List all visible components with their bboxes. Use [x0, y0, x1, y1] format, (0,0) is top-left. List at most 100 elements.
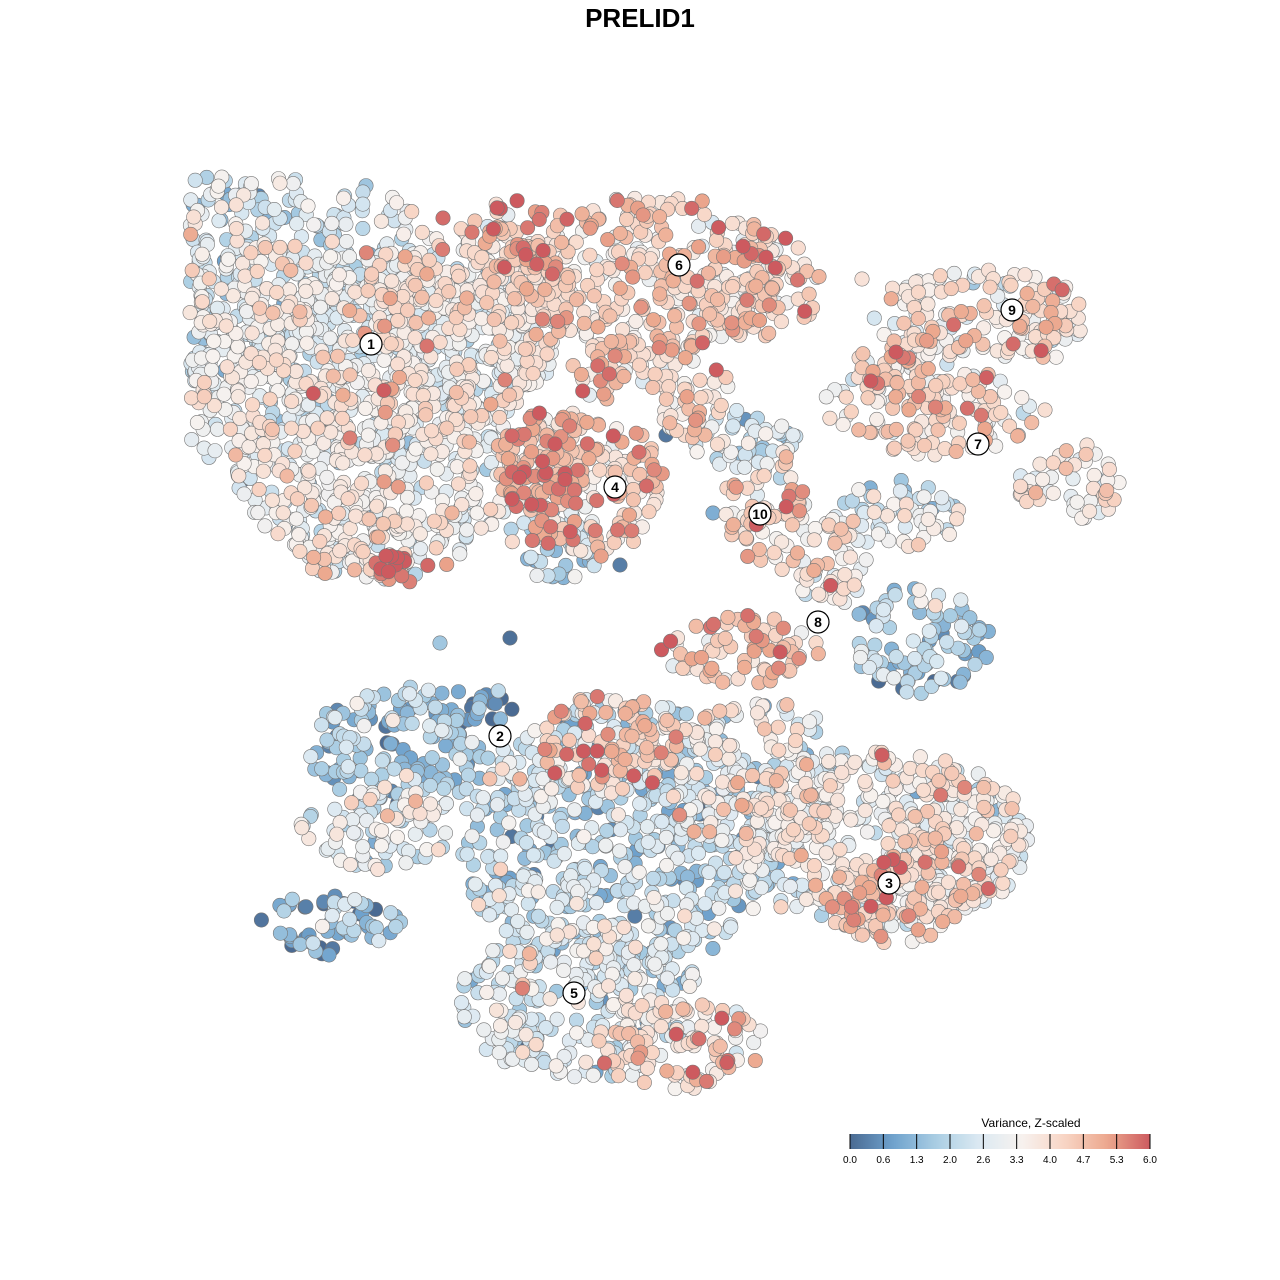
scatter-point: [1082, 503, 1098, 519]
scatter-point: [801, 714, 817, 730]
scatter-point: [325, 368, 341, 384]
scatter-point: [262, 391, 278, 407]
scatter-point: [275, 505, 291, 521]
scatter-point: [330, 348, 346, 364]
scatter-point: [598, 837, 614, 853]
scatter-point: [342, 857, 358, 873]
scatter-point: [941, 526, 957, 542]
scatter-point: [501, 387, 517, 403]
scatter-point: [434, 757, 450, 773]
scatter-point: [688, 618, 704, 634]
scatter-point: [457, 971, 473, 987]
scatter-point: [300, 198, 316, 214]
scatter-point: [888, 649, 904, 665]
scatter-point: [250, 504, 266, 520]
scatter-point: [389, 195, 405, 211]
scatter-point: [489, 797, 505, 813]
scatter-point: [716, 801, 732, 817]
scatter-point: [930, 422, 946, 438]
scatter-point: [214, 199, 230, 215]
scatter-point: [888, 421, 904, 437]
scatter-point: [459, 522, 475, 538]
scatter-point: [230, 389, 246, 405]
scatter-point: [414, 224, 430, 240]
scatter-point: [902, 760, 918, 776]
scatter-point: [971, 622, 987, 638]
scatter-point: [475, 790, 491, 806]
scatter-point: [423, 446, 439, 462]
scatter-point: [303, 497, 319, 513]
scatter-point: [338, 216, 354, 232]
scatter-point: [529, 567, 545, 583]
scatter-point: [707, 734, 723, 750]
scatter-point: [866, 310, 882, 326]
scatter-point: [383, 905, 399, 921]
scatter-point: [543, 954, 559, 970]
scatter-point: [494, 970, 510, 986]
scatter-point: [390, 356, 406, 372]
scatter-point: [520, 896, 536, 912]
scatter-point: [370, 861, 386, 877]
scatter-point: [360, 427, 376, 443]
scatter-point: [492, 1018, 508, 1034]
scatter-point: [705, 940, 721, 956]
scatter-point: [342, 367, 358, 383]
scatter-point: [327, 801, 343, 817]
scatter-point: [1014, 390, 1030, 406]
scatter-point: [499, 358, 515, 374]
scatter-point: [993, 862, 1009, 878]
scatter-point: [363, 771, 379, 787]
scatter-point: [196, 374, 212, 390]
scatter-point: [556, 846, 572, 862]
scatter-point: [463, 409, 479, 425]
scatter-point: [620, 882, 636, 898]
scatter-point: [441, 284, 457, 300]
scatter-point: [186, 209, 202, 225]
scatter-point: [667, 1081, 683, 1097]
scatter-point: [569, 1025, 585, 1041]
scatter-point: [729, 402, 745, 418]
scatter-point: [303, 749, 319, 765]
scatter-point: [517, 341, 533, 357]
scatter-point: [420, 682, 436, 698]
scatter-point: [430, 842, 446, 858]
scatter-point: [654, 814, 670, 830]
scatter-point: [360, 362, 376, 378]
scatter-point: [283, 420, 299, 436]
scatter-point: [426, 513, 442, 529]
scatter-point: [645, 870, 661, 886]
scatter-point: [770, 719, 786, 735]
scatter-point: [597, 918, 613, 934]
scatter-point: [717, 630, 733, 646]
scatter-point: [1003, 277, 1019, 293]
scatter-point: [355, 839, 371, 855]
scatter-point: [272, 925, 288, 941]
scatter-point: [560, 270, 576, 286]
scatter-point: [834, 764, 850, 780]
scatter-point: [818, 845, 834, 861]
scatter-point: [712, 703, 728, 719]
scatter-point: [338, 739, 354, 755]
scatter-point: [725, 418, 741, 434]
scatter-point: [357, 447, 373, 463]
scatter-point: [857, 773, 873, 789]
scatter-point: [868, 618, 884, 634]
scatter-point: [933, 670, 949, 686]
scatter-point: [211, 213, 227, 229]
scatter-point: [283, 262, 299, 278]
scatter-point: [916, 437, 932, 453]
scatter-point: [854, 927, 870, 943]
scatter-point: [916, 489, 932, 505]
scatter-point: [993, 404, 1009, 420]
scatter-point: [482, 771, 498, 787]
scatter-point: [491, 986, 507, 1002]
scatter-point: [927, 830, 943, 846]
scatter-point: [1037, 402, 1053, 418]
scatter-point: [842, 549, 858, 565]
scatter-point: [450, 476, 466, 492]
scatter-point: [720, 609, 736, 625]
scatter-point: [647, 366, 663, 382]
scatter-point: [653, 1018, 669, 1034]
scatter-point: [978, 649, 994, 665]
scatter-point: [788, 733, 804, 749]
